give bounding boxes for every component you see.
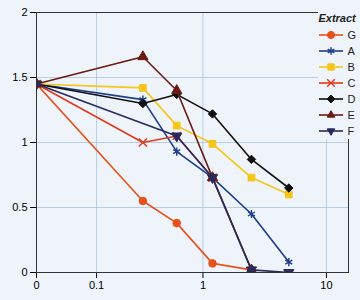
html-text:Extract: Extract bbox=[318, 12, 356, 24]
svg-text:1: 1 bbox=[21, 136, 27, 148]
svg-text:0: 0 bbox=[33, 279, 39, 291]
html-text:G: G bbox=[347, 29, 356, 41]
html-text:D: D bbox=[347, 93, 356, 105]
html-text:A: A bbox=[347, 45, 355, 57]
svg-text:10: 10 bbox=[320, 279, 332, 291]
html-text:B: B bbox=[347, 61, 355, 73]
svg-text:1.5: 1.5 bbox=[12, 71, 27, 83]
svg-text:2: 2 bbox=[21, 6, 27, 18]
svg-text:0: 0 bbox=[21, 266, 27, 278]
svg-text:0.1: 0.1 bbox=[89, 279, 104, 291]
svg-text:1: 1 bbox=[200, 279, 206, 291]
svg-text:0.5: 0.5 bbox=[12, 201, 27, 213]
html-text:C: C bbox=[347, 77, 356, 89]
html-text:E: E bbox=[347, 109, 355, 121]
html-text:F: F bbox=[347, 125, 355, 137]
